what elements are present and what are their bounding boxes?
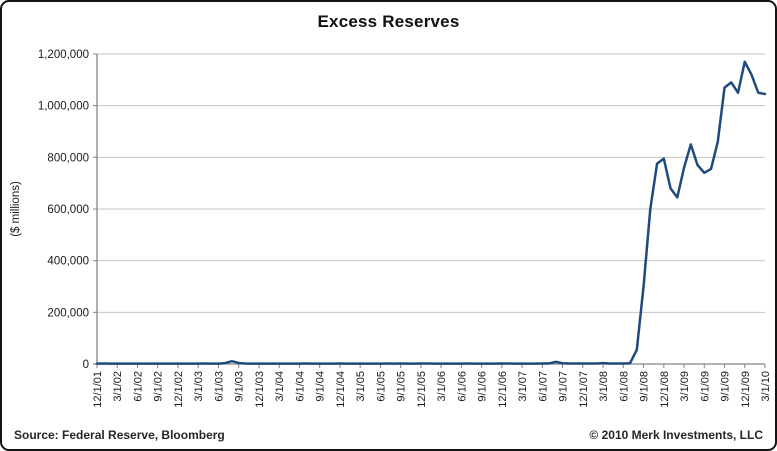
chart-title: Excess Reserves bbox=[317, 12, 460, 31]
x-tick-label: 3/1/05 bbox=[355, 371, 367, 402]
x-tick-label: 9/1/03 bbox=[234, 371, 246, 402]
copyright-note: © 2010 Merk Investments, LLC bbox=[589, 428, 763, 442]
x-tick-label: 9/1/08 bbox=[639, 371, 651, 402]
x-tick-label: 3/1/09 bbox=[679, 371, 691, 402]
x-tick-label: 3/1/07 bbox=[517, 371, 529, 402]
x-tick-label: 12/1/08 bbox=[659, 371, 671, 408]
x-tick-label: 12/1/06 bbox=[497, 371, 509, 408]
x-tick-label: 6/1/06 bbox=[456, 371, 468, 402]
x-tick-label: 3/1/03 bbox=[193, 371, 205, 402]
x-tick-label: 6/1/07 bbox=[537, 371, 549, 402]
y-tick-label: 400,000 bbox=[47, 256, 89, 268]
y-tick-label: 600,000 bbox=[47, 204, 89, 216]
x-tick-label: 12/1/05 bbox=[416, 371, 428, 408]
x-tick-label: 12/1/07 bbox=[578, 371, 590, 408]
x-tick-label: 9/1/09 bbox=[720, 371, 732, 402]
x-tick-label: 9/1/05 bbox=[396, 371, 408, 402]
excess-reserves-series-line bbox=[95, 60, 767, 365]
x-tick-label: 6/1/09 bbox=[699, 371, 711, 402]
x-tick-label: 3/1/08 bbox=[598, 371, 610, 402]
x-tick-label: 9/1/07 bbox=[558, 371, 570, 402]
source-note: Source: Federal Reserve, Bloomberg bbox=[14, 428, 225, 442]
y-axis-title: ($ millions) bbox=[10, 181, 22, 237]
x-tick-label: 9/1/04 bbox=[315, 371, 327, 402]
x-tick-label: 12/1/01 bbox=[92, 371, 104, 408]
y-tick-label: 800,000 bbox=[47, 152, 89, 164]
x-tick-label: 9/1/06 bbox=[477, 371, 489, 402]
x-tick-label: 12/1/02 bbox=[173, 371, 185, 408]
x-tick-label: 9/1/02 bbox=[153, 371, 165, 402]
x-tick-label: 6/1/03 bbox=[213, 371, 225, 402]
x-tick-label: 6/1/02 bbox=[132, 371, 144, 402]
y-tick-label: 1,000,000 bbox=[38, 101, 89, 113]
y-tick-label: 200,000 bbox=[47, 307, 89, 319]
x-tick-label: 3/1/02 bbox=[112, 371, 124, 402]
x-tick-label: 3/1/04 bbox=[274, 371, 286, 402]
x-tick-label: 3/1/06 bbox=[436, 371, 448, 402]
x-tick-label: 12/1/03 bbox=[254, 371, 266, 408]
x-tick-label: 6/1/08 bbox=[618, 371, 630, 402]
x-tick-label: 6/1/05 bbox=[375, 371, 387, 402]
y-tick-label: 1,200,000 bbox=[38, 49, 89, 61]
y-tick-label: 0 bbox=[83, 359, 89, 371]
x-tick-label: 6/1/04 bbox=[294, 371, 306, 402]
x-tick-label: 3/1/10 bbox=[760, 371, 772, 402]
x-tick-label: 12/1/04 bbox=[335, 371, 347, 408]
x-tick-label: 12/1/09 bbox=[740, 371, 752, 408]
